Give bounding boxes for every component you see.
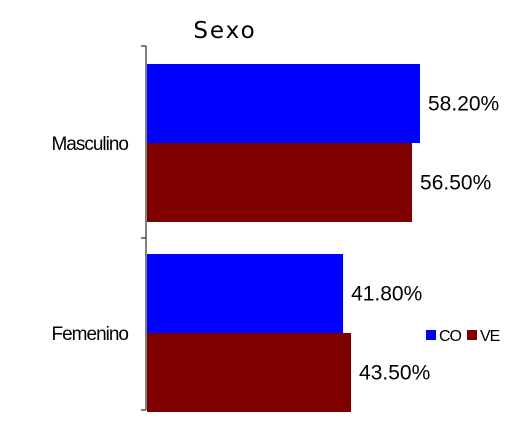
bar-co-femenino bbox=[147, 254, 344, 333]
legend-swatch-co bbox=[426, 330, 436, 340]
category-label-masculino: Masculino bbox=[51, 134, 128, 155]
legend-swatch-ve bbox=[467, 330, 477, 340]
data-label-ve-masculino: 56.50% bbox=[420, 172, 491, 195]
data-label-co-masculino: 58.20% bbox=[428, 93, 499, 116]
category-label-femenino: Femenino bbox=[52, 324, 129, 345]
chart-title: Sexo bbox=[193, 18, 256, 44]
legend-label-co: CO bbox=[439, 328, 462, 345]
data-label-co-femenino: 41.80% bbox=[351, 283, 422, 306]
data-label-ve-femenino: 43.50% bbox=[359, 362, 430, 385]
plot-area: 58.20% 56.50% Masculino 41.80% 43.50% Femenin… bbox=[51, 45, 499, 412]
bar-ve-masculino bbox=[147, 143, 413, 222]
legend-label-ve: VE bbox=[480, 328, 500, 345]
bar-co-masculino bbox=[147, 64, 420, 143]
legend: CO VE bbox=[426, 328, 501, 345]
bar-ve-femenino bbox=[147, 333, 352, 412]
